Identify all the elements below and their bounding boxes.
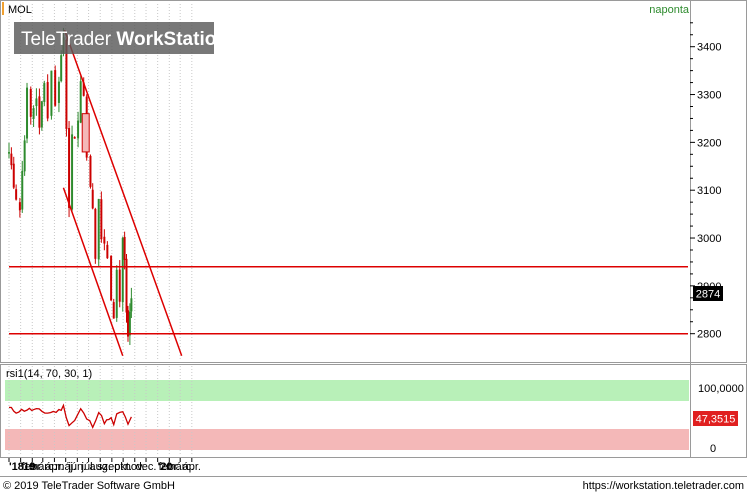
candle-body (110, 255, 113, 301)
copyright-text: © 2019 TeleTrader Software GmbH (3, 480, 175, 492)
candle-body (40, 101, 43, 128)
candle-body (79, 81, 82, 123)
svg-text:TeleTrader WorkStation: TeleTrader WorkStation (21, 29, 228, 50)
candle-body (10, 153, 13, 166)
time-tick-label: márc. (29, 461, 57, 473)
time-tick-label: júl. (81, 461, 96, 473)
candle-body (71, 134, 74, 210)
main-panel-frame (0, 0, 747, 363)
teletrader-watermark: TeleTrader WorkStation (14, 22, 228, 54)
time-tick-label: jún. (67, 461, 86, 473)
time-tick-label: ápr. (183, 461, 201, 473)
svg-text:47,3515: 47,3515 (696, 414, 736, 426)
grid-layer (8, 4, 193, 456)
last-price-badge: 2874 (693, 286, 723, 301)
candle-body (12, 163, 15, 188)
candle-body (115, 269, 118, 318)
time-tick-label: febr. (22, 461, 43, 473)
candle-body (23, 140, 26, 172)
price-tick-label: 2800 (697, 329, 721, 341)
candle-body (128, 311, 131, 336)
time-tick-label: aug. (90, 461, 111, 473)
rsi-line (8, 403, 132, 430)
rsi-overbought-zone (5, 380, 689, 401)
rsi-layer (8, 403, 132, 430)
candle-body (103, 236, 106, 244)
symbol-label: MOL (8, 4, 32, 16)
candle-body (18, 202, 21, 211)
period-label[interactable]: naponta (649, 4, 690, 16)
time-tick-label: nov. (125, 461, 145, 473)
price-tick-label: 3000 (697, 233, 721, 245)
time-tick-label: máj. (55, 461, 76, 473)
candle-body (89, 155, 92, 187)
price-axis-ticks: 2800290030003100320033003400 (690, 22, 721, 341)
candle-body (54, 70, 57, 106)
candle-body (100, 199, 103, 240)
highlight-candle (81, 113, 90, 153)
candle-body (91, 189, 94, 209)
candle-body (125, 258, 128, 313)
drawing-lines-layer (9, 29, 688, 356)
candle-body (73, 137, 76, 139)
rsi-indicator-label[interactable]: rsi1(14, 70, 30, 1) (6, 368, 92, 380)
time-tick-label: szept. (97, 461, 126, 473)
candle-body (68, 127, 71, 208)
candle-body (65, 40, 68, 130)
svg-text:2874: 2874 (696, 289, 720, 301)
time-tick-label: márc. (166, 461, 194, 473)
candle-body (97, 198, 100, 260)
candle-body (130, 298, 133, 312)
candle-body (123, 236, 126, 260)
time-axis-band (0, 458, 747, 477)
time-tick-label: febr. (159, 461, 180, 473)
candle-body (35, 98, 38, 107)
candle-body (32, 108, 35, 119)
candle-body (46, 82, 49, 119)
candle-body (82, 82, 85, 96)
trend-line[interactable] (63, 29, 183, 356)
candle-body (127, 310, 130, 337)
price-tick-label: 3300 (697, 90, 721, 102)
candle-body (94, 208, 97, 259)
candle-body (29, 88, 32, 117)
candle-body (8, 152, 10, 154)
rsi-last-value-badge: 47,3515 (693, 411, 738, 426)
price-tick-label: 3400 (697, 42, 721, 54)
candle-body (112, 302, 115, 319)
candle-body (106, 244, 109, 259)
candles-layer (8, 27, 133, 346)
candle-body (26, 87, 29, 139)
time-axis-ticks: '18'19febr.márc.ápr.máj.jún.júl.aug.szep… (8, 458, 201, 473)
rsi-axis-label-100: 100,0000 (698, 383, 744, 395)
candle-body (60, 55, 63, 82)
rsi-oversold-zone (5, 429, 689, 450)
candle-body (15, 189, 18, 200)
price-tick-label: 3100 (697, 185, 721, 197)
time-tick-label: '19 (21, 461, 36, 473)
source-url[interactable]: https://workstation.teletrader.com (583, 480, 744, 492)
candle-body (43, 83, 46, 103)
time-tick-label: '20 (158, 461, 173, 473)
price-tick-label: 3200 (697, 137, 721, 149)
time-tick-label: okt. (114, 461, 132, 473)
candle-body (57, 81, 60, 103)
candle-body (77, 120, 80, 139)
symbol-color-marker (2, 2, 4, 15)
rsi-axis-label-0: 0 (710, 443, 716, 455)
time-tick-label: '18 (9, 461, 24, 473)
time-tick-label: ápr. (45, 461, 63, 473)
trend-line[interactable] (62, 187, 124, 356)
candle-body (121, 237, 124, 303)
candle-body (21, 170, 24, 210)
candle-body (38, 96, 41, 128)
candle-body (118, 269, 121, 302)
time-tick-label: dec. (136, 461, 157, 473)
candle-body (50, 70, 53, 116)
